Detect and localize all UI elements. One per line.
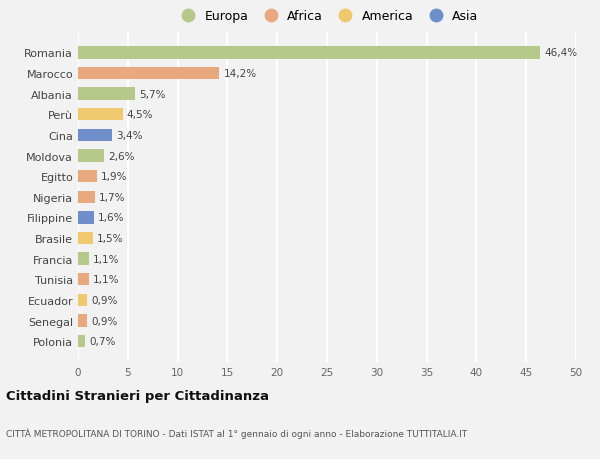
Bar [78,335,85,347]
Text: 1,1%: 1,1% [93,274,119,285]
Text: 0,9%: 0,9% [91,295,118,305]
Bar [78,274,89,286]
Bar [78,212,94,224]
Bar [78,129,112,142]
Text: 14,2%: 14,2% [223,69,257,79]
Bar [78,294,87,307]
Bar [78,88,135,101]
Text: 1,6%: 1,6% [98,213,124,223]
Text: 1,5%: 1,5% [97,234,124,244]
Legend: Europa, Africa, America, Asia: Europa, Africa, America, Asia [170,6,484,28]
Text: 1,9%: 1,9% [101,172,127,182]
Text: 0,7%: 0,7% [89,336,115,347]
Text: CITTÀ METROPOLITANA DI TORINO - Dati ISTAT al 1° gennaio di ogni anno - Elaboraz: CITTÀ METROPOLITANA DI TORINO - Dati IST… [6,428,467,438]
Bar [78,191,95,203]
Text: 1,7%: 1,7% [99,192,125,202]
Bar [78,68,220,80]
Text: 4,5%: 4,5% [127,110,154,120]
Text: 0,9%: 0,9% [91,316,118,326]
Bar [78,109,123,121]
Text: 3,4%: 3,4% [116,131,142,140]
Bar [78,150,104,162]
Bar [78,47,540,60]
Text: 46,4%: 46,4% [544,48,577,58]
Text: Cittadini Stranieri per Cittadinanza: Cittadini Stranieri per Cittadinanza [6,389,269,403]
Text: 1,1%: 1,1% [93,254,119,264]
Text: 5,7%: 5,7% [139,90,165,100]
Bar [78,171,97,183]
Bar [78,253,89,265]
Text: 2,6%: 2,6% [108,151,134,161]
Bar [78,232,93,245]
Bar [78,315,87,327]
